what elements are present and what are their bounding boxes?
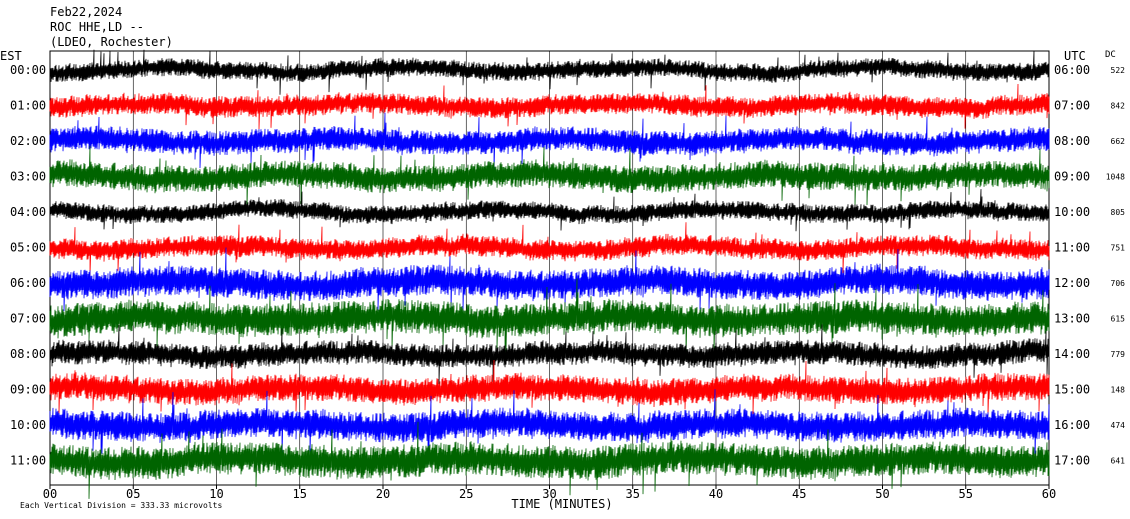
trace-row-0900 — [49, 359, 1050, 416]
x-tick-label-10: 10 — [209, 487, 223, 501]
utc-label: 07:00 — [1054, 99, 1090, 113]
header-date: Feb22,2024 — [50, 5, 122, 19]
dc-value: 751 — [1111, 244, 1126, 253]
est-label: 09:00 — [10, 383, 46, 397]
trace-row-0700 — [49, 278, 1050, 360]
utc-label: 10:00 — [1054, 205, 1090, 219]
x-tick-label-30: 30 — [542, 487, 556, 501]
trace-row-0400 — [49, 189, 1050, 232]
trace-row-0200 — [49, 112, 1050, 171]
est-label: 03:00 — [10, 170, 46, 184]
est-label: 02:00 — [10, 134, 46, 148]
dc-value: 522 — [1111, 66, 1126, 75]
x-tick-label-55: 55 — [959, 487, 973, 501]
trace-row-0000 — [49, 49, 1050, 95]
est-label: 05:00 — [10, 241, 46, 255]
x-tick-label-50: 50 — [875, 487, 889, 501]
utc-label: 06:00 — [1054, 63, 1090, 77]
utc-label: 08:00 — [1054, 134, 1090, 148]
dc-value: 842 — [1111, 102, 1126, 111]
utc-label: 17:00 — [1054, 454, 1090, 468]
dc-value: 474 — [1111, 421, 1126, 430]
x-tick-label-20: 20 — [376, 487, 390, 501]
utc-label: 11:00 — [1054, 241, 1090, 255]
x-tick-label-00: 00 — [43, 487, 57, 501]
trace-row-0500 — [49, 222, 1050, 276]
header-location: (LDEO, Rochester) — [50, 35, 173, 49]
dc-value: 805 — [1111, 208, 1126, 217]
dc-value: 706 — [1111, 279, 1126, 288]
dc-value: 779 — [1111, 350, 1126, 359]
est-label: 04:00 — [10, 205, 46, 219]
dc-value: 148 — [1111, 386, 1126, 395]
trace-row-0100 — [49, 83, 1050, 130]
utc-label: 14:00 — [1054, 347, 1090, 361]
utc-label: 16:00 — [1054, 418, 1090, 432]
x-tick-label-15: 15 — [293, 487, 307, 501]
right-axis-label: UTC — [1064, 49, 1086, 63]
scale-footnote: Each Vertical Division = 333.33 microvol… — [20, 501, 222, 510]
trace-row-1000 — [49, 389, 1050, 461]
x-tick-label-05: 05 — [126, 487, 140, 501]
trace-row-1100 — [49, 421, 1050, 499]
est-label: 01:00 — [10, 99, 46, 113]
dc-value: 662 — [1111, 137, 1126, 146]
x-tick-label-35: 35 — [626, 487, 640, 501]
utc-label: 09:00 — [1054, 170, 1090, 184]
left-axis-label: EST — [0, 49, 22, 63]
est-label: 06:00 — [10, 276, 46, 290]
trace-row-0600 — [49, 247, 1050, 313]
x-tick-label-40: 40 — [709, 487, 723, 501]
utc-label: 13:00 — [1054, 312, 1090, 326]
est-label: 07:00 — [10, 312, 46, 326]
utc-label: 12:00 — [1054, 276, 1090, 290]
x-axis-ticks: 00 05 10 15 20 25 30 35 40 45 50 55 60 — [43, 485, 1056, 501]
dc-value: 615 — [1111, 315, 1126, 324]
est-label: 08:00 — [10, 347, 46, 361]
dc-column-label: DC — [1105, 50, 1116, 60]
x-axis-title: TIME (MINUTES) — [511, 497, 612, 511]
est-label: 00:00 — [10, 63, 46, 77]
dc-value: 641 — [1111, 457, 1126, 466]
trace-row-0300 — [49, 145, 1050, 208]
utc-label: 15:00 — [1054, 383, 1090, 397]
trace-row-0800 — [49, 324, 1050, 385]
est-label: 11:00 — [10, 454, 46, 468]
seismic-traces — [49, 49, 1050, 499]
est-label: 10:00 — [10, 418, 46, 432]
x-tick-label-25: 25 — [459, 487, 473, 501]
x-tick-label-45: 45 — [792, 487, 806, 501]
row-labels: 00:00 06:00 522 01:00 07:00 842 02:00 08:00 662 0… — [10, 63, 1125, 468]
dc-value: 1048 — [1106, 173, 1125, 182]
x-tick-label-60: 60 — [1042, 487, 1056, 501]
header-station: ROC HHE,LD -- — [50, 20, 144, 34]
